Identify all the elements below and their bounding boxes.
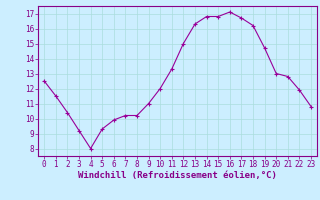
X-axis label: Windchill (Refroidissement éolien,°C): Windchill (Refroidissement éolien,°C) [78, 171, 277, 180]
